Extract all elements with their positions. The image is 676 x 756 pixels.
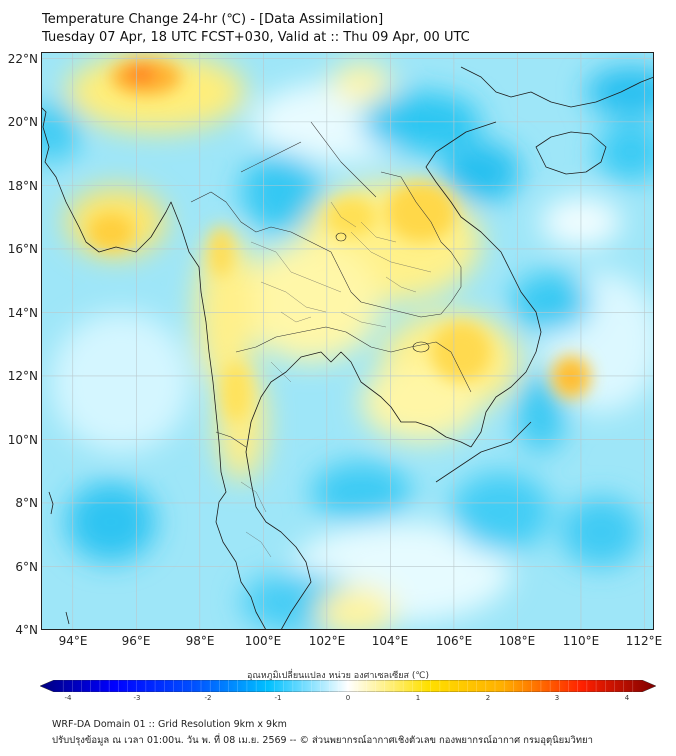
colorbar-tick: -1 [274, 694, 282, 702]
colorbar-tick: -3 [133, 694, 141, 702]
map-title: Temperature Change 24-hr (℃) - [Data Ass… [42, 12, 384, 27]
lon-label-100e: 100°E [244, 634, 282, 648]
lon-label-108e: 108°E [498, 634, 536, 648]
colorbar-tick: 1 [415, 694, 421, 702]
colorbar-tick: 3 [554, 694, 560, 702]
lat-label-6n: 6°N [15, 560, 38, 574]
lon-label-112e: 112°E [625, 634, 663, 648]
lat-label-20n: 20°N [7, 115, 38, 129]
lon-label-94e: 94°E [58, 634, 88, 648]
colorbar-title: อุณหภูมิเปลี่ยนแปลง หน่วย องศาเซลเซียส (… [246, 671, 430, 681]
provincial-borders [240, 201, 432, 558]
lakes [335, 232, 430, 353]
lat-label-12n: 12°N [7, 369, 38, 383]
lon-label-98e: 98°E [185, 634, 215, 648]
lon-label-106e: 106°E [435, 634, 473, 648]
colorbar-tick: -2 [204, 694, 212, 702]
temperature-change-map [41, 52, 654, 630]
lat-label-4n: 4°N [15, 623, 38, 637]
lat-label-8n: 8°N [15, 496, 38, 510]
temperature-field [41, 52, 654, 630]
map-subtitle: Tuesday 07 Apr, 18 UTC FCST+030, Valid a… [42, 30, 470, 45]
lat-label-22n: 22°N [7, 52, 38, 66]
colorbar-tick: 4 [624, 694, 630, 702]
footer-model-info: WRF-DA Domain 01 :: Grid Resolution 9km … [52, 719, 287, 730]
graticule-grid [41, 52, 654, 630]
lon-label-110e: 110°E [562, 634, 600, 648]
map-frame [41, 52, 654, 630]
national-borders [190, 121, 472, 448]
footer-credit: ปรับปรุงข้อมูล ณ เวลา 01:00น. วัน พ. ที่… [52, 735, 593, 746]
lat-label-14n: 14°N [7, 306, 38, 320]
lat-label-18n: 18°N [7, 179, 38, 193]
lon-label-104e: 104°E [371, 634, 409, 648]
colorbar-tick: 2 [485, 694, 491, 702]
colorbar-tick: 0 [345, 694, 351, 702]
colorbar [40, 680, 656, 692]
lon-label-96e: 96°E [121, 634, 151, 648]
coastlines [41, 66, 654, 630]
lon-label-102e: 102°E [308, 634, 346, 648]
lat-label-16n: 16°N [7, 242, 38, 256]
lat-label-10n: 10°N [7, 433, 38, 447]
colorbar-tick: -4 [64, 694, 72, 702]
